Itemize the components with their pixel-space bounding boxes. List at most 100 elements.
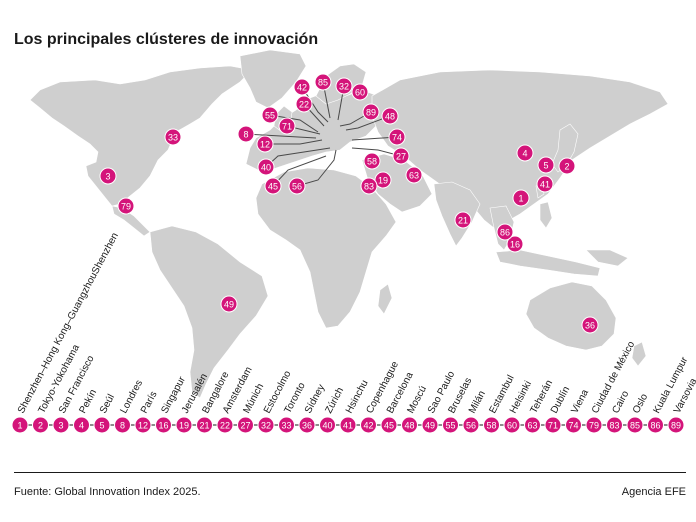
leader-line (265, 139, 323, 145)
marker-rank: 40 (261, 163, 271, 173)
marker-rank: 32 (339, 82, 349, 92)
marker-circle (261, 106, 279, 124)
marker-circle (362, 103, 380, 121)
leader-line (245, 133, 317, 139)
legend-city-name: Seúl (98, 393, 117, 416)
marker-circle (295, 95, 313, 113)
land-south-america (149, 225, 269, 399)
legend-rank: 16 (158, 421, 168, 431)
map-marker-85: 85 (314, 73, 332, 91)
marker-rank: 41 (540, 180, 550, 190)
legend-rank: 32 (261, 421, 271, 431)
marker-rank: 12 (260, 140, 270, 150)
legend-circle (175, 416, 193, 434)
legend-rank: 2 (38, 421, 43, 431)
legend-circle (626, 416, 644, 434)
legend-rank: 3 (58, 421, 63, 431)
marker-rank: 21 (458, 216, 468, 226)
map-marker-2: 2 (558, 157, 576, 175)
marker-rank: 55 (265, 111, 275, 121)
legend-rank: 45 (384, 421, 394, 431)
legend-rank: 63 (527, 421, 537, 431)
legend-rank: 79 (589, 421, 599, 431)
land-philippines (539, 201, 553, 229)
marker-circle (99, 167, 117, 185)
map-marker-8: 8 (237, 125, 255, 143)
map-marker-71: 71 (278, 117, 296, 135)
legend-rank: 55 (445, 421, 455, 431)
land-indonesia (495, 249, 601, 277)
legend-city-name: París (139, 390, 160, 416)
legend-rank: 22 (220, 421, 230, 431)
land-greenland (239, 49, 307, 109)
map-marker-21: 21 (454, 211, 472, 229)
legend-rank: 36 (302, 421, 312, 431)
marker-circle (581, 316, 599, 334)
marker-circle (278, 117, 296, 135)
legend-rank: 19 (179, 421, 189, 431)
map-marker-42: 42 (293, 78, 311, 96)
legend-circle (134, 416, 152, 434)
map-title: Los principales clústeres de innovación (14, 31, 319, 48)
legend-rank: 56 (466, 421, 476, 431)
map-marker-27: 27 (392, 147, 410, 165)
map-marker-22: 22 (295, 95, 313, 113)
map-marker-48: 48 (381, 107, 399, 125)
marker-circle (117, 197, 135, 215)
legend-rank: 85 (630, 421, 640, 431)
marker-rank: 42 (297, 83, 307, 93)
legend-rank: 8 (120, 421, 125, 431)
legend-circle (155, 416, 172, 434)
legend-circle (278, 416, 295, 434)
marker-rank: 71 (282, 122, 292, 132)
marker-rank: 45 (268, 182, 278, 192)
marker-rank: 22 (299, 100, 309, 110)
marker-rank: 48 (385, 112, 395, 122)
marker-rank: 74 (392, 133, 402, 143)
marker-rank: 89 (366, 108, 376, 118)
marker-circle (360, 177, 378, 195)
marker-rank: 4 (522, 149, 527, 159)
legend-rank: 83 (609, 421, 619, 431)
marker-circle (558, 157, 576, 175)
legend-rank: 33 (281, 421, 291, 431)
legend-circle (380, 416, 398, 434)
marker-circle (288, 177, 306, 195)
marker-circle (405, 166, 423, 184)
land-masses (29, 49, 669, 399)
marker-circle (335, 77, 353, 95)
marker-rank: 36 (585, 321, 595, 331)
map-marker-79: 79 (117, 197, 135, 215)
legend-rank: 21 (199, 421, 209, 431)
map-marker-3: 3 (99, 167, 117, 185)
marker-circle (496, 223, 514, 241)
legend-circle (360, 416, 377, 434)
map-marker-74: 74 (388, 128, 406, 146)
legend-city-name: Zúrich (323, 386, 346, 416)
legend-circle (339, 416, 357, 434)
legend-circle (257, 416, 275, 434)
marker-circle (220, 295, 238, 313)
map-marker-49: 49 (220, 295, 238, 313)
land-africa (255, 167, 397, 329)
marker-circle (314, 73, 332, 91)
marker-circle (257, 158, 275, 176)
legend-circle (606, 416, 623, 434)
marker-circle (388, 128, 406, 146)
map-marker-45: 45 (264, 177, 282, 195)
marker-circle (351, 83, 369, 101)
footer-divider (14, 472, 686, 473)
legend-rank: 48 (404, 421, 414, 431)
land-new-guinea (585, 249, 629, 267)
map-marker-5: 5 (537, 156, 555, 174)
marker-circle (392, 147, 410, 165)
marker-circle (506, 235, 524, 253)
marker-circle (237, 125, 255, 143)
leader-line (301, 86, 329, 123)
map-marker-55: 55 (261, 106, 279, 124)
map-marker-89: 89 (362, 103, 380, 121)
marker-rank: 19 (378, 176, 388, 186)
legend-circle (401, 416, 418, 434)
legend-circle (73, 416, 90, 434)
